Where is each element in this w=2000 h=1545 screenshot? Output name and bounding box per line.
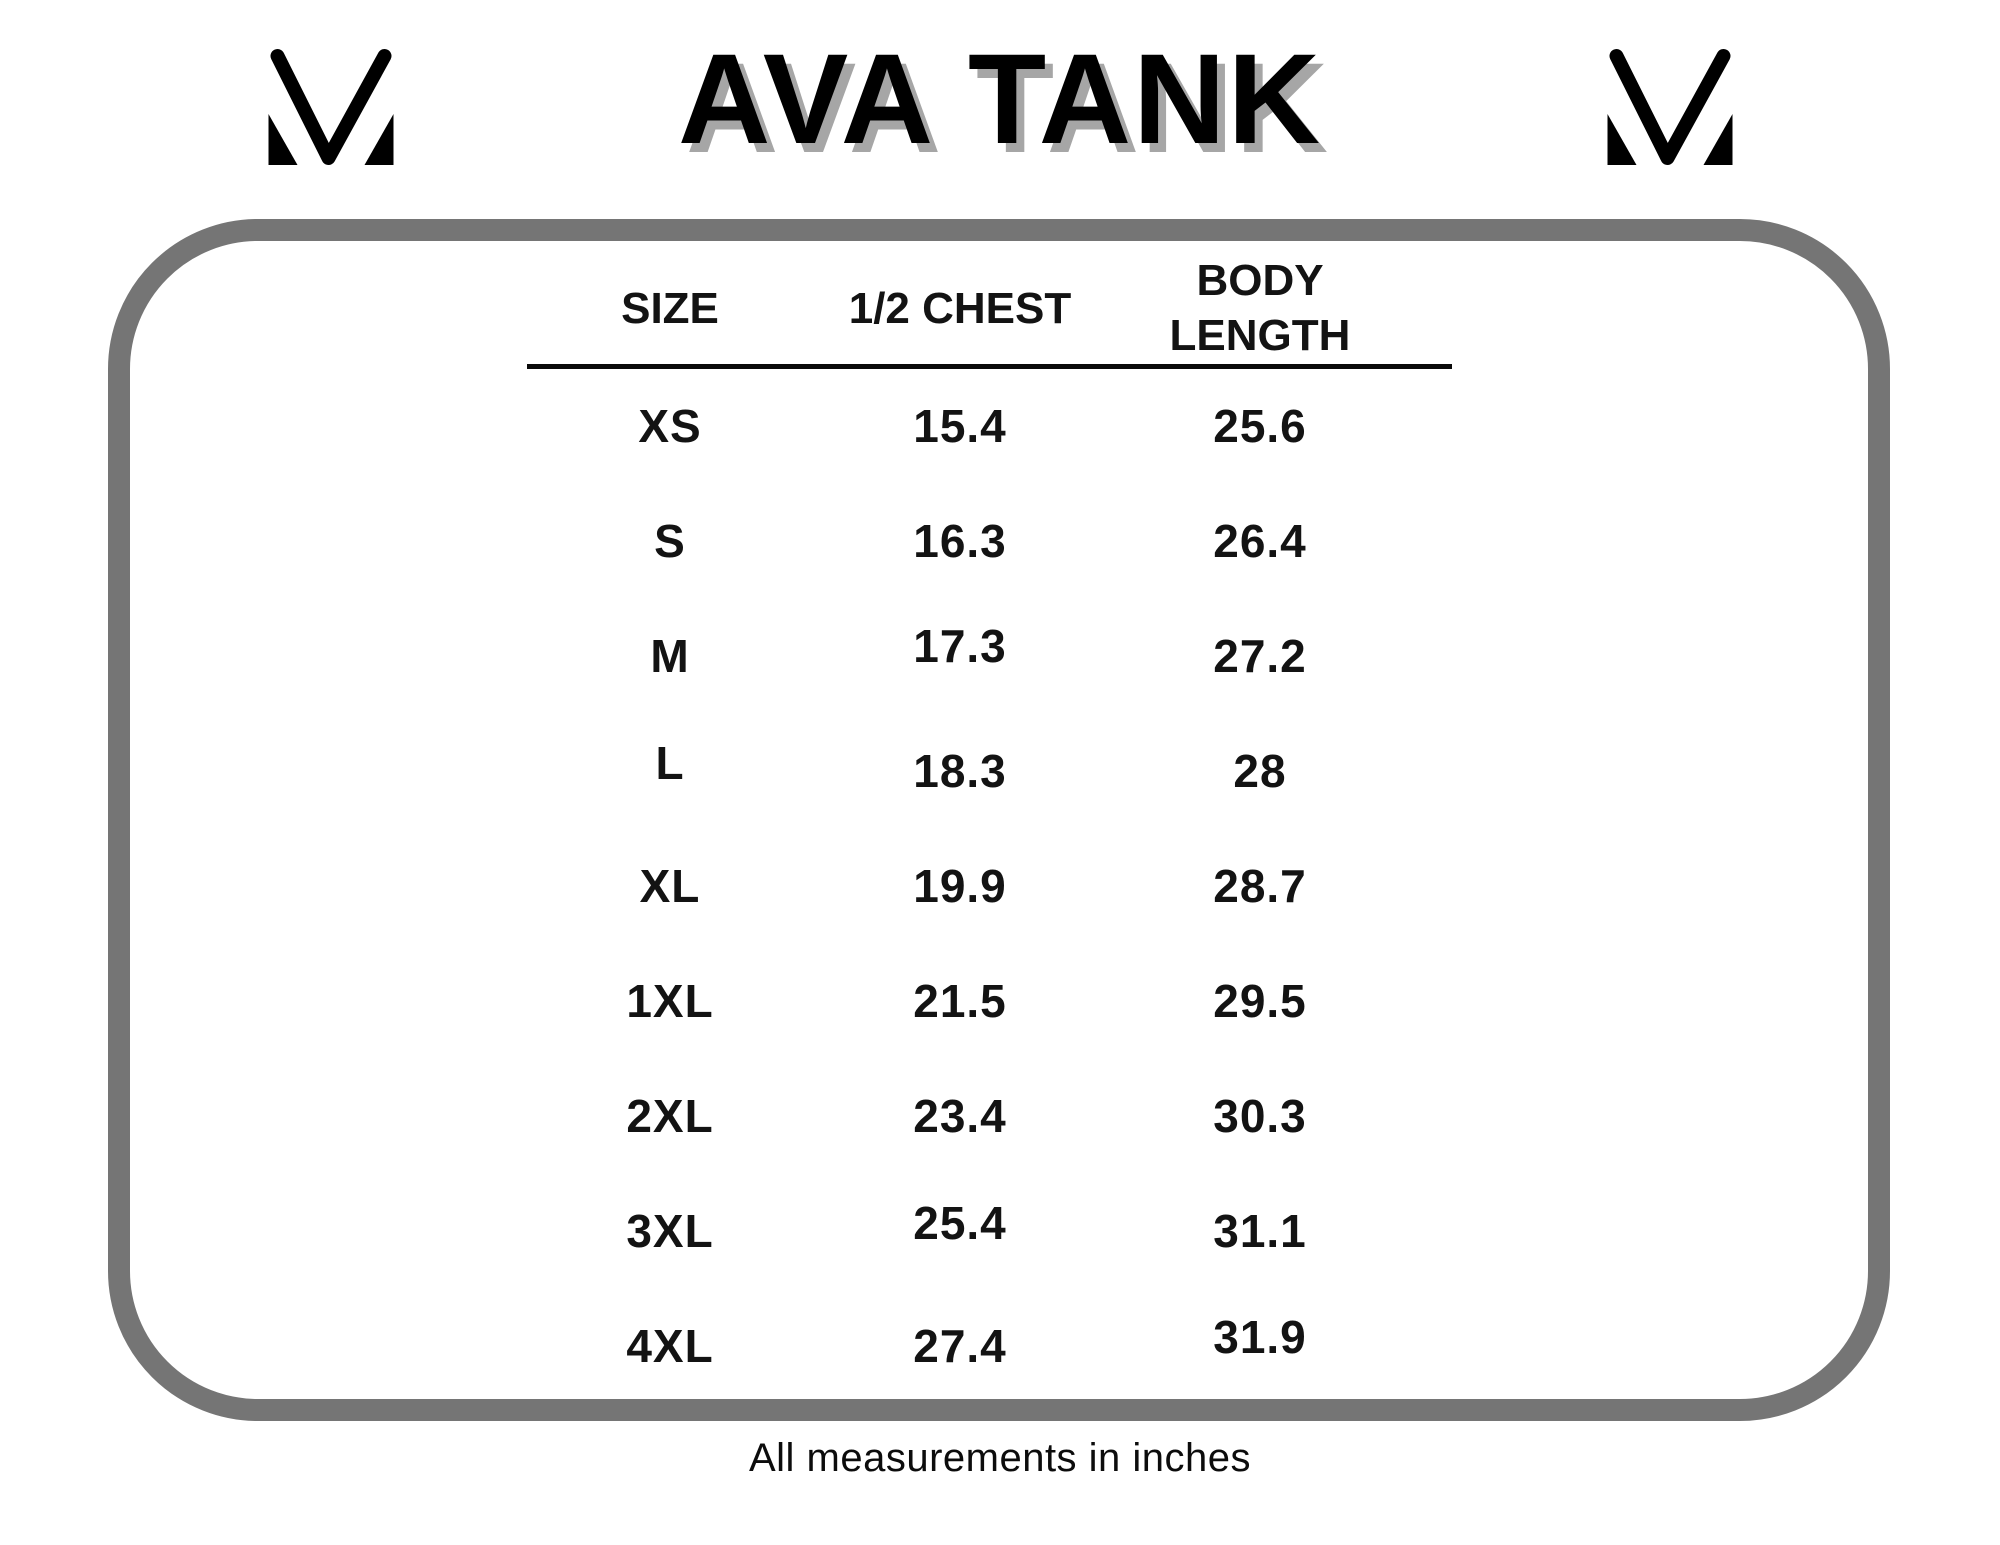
cell-body-length: 25.6: [1213, 399, 1307, 452]
size-row-s: S 16.3 26.4: [525, 483, 1415, 598]
cell-size: 2XL: [626, 1089, 714, 1142]
size-row-1xl: 1XL 21.5 29.5: [525, 943, 1415, 1058]
cell-body-length: 29.5: [1213, 974, 1307, 1027]
size-chart-frame: [108, 219, 1890, 1421]
cell-body-length: 28: [1233, 744, 1287, 797]
size-table-body: XS 15.4 25.6 S 16.3 26.4 M 17.3 27.2 L 1…: [525, 368, 1415, 1403]
cell-size: 1XL: [626, 974, 714, 1027]
header-half-chest: 1/2 CHEST: [848, 283, 1072, 333]
measurements-note: All measurements in inches: [748, 1436, 1252, 1480]
cell-half-chest: 25.4: [913, 1196, 1007, 1249]
size-row-xl: XL 19.9 28.7: [525, 828, 1415, 943]
cell-half-chest: 15.4: [913, 399, 1007, 452]
cell-size: XL: [639, 859, 701, 912]
mv-monogram-icon: [1607, 49, 1733, 165]
header-body-length: BODY LENGTH: [1169, 256, 1351, 360]
size-row-m: M 17.3 27.2: [525, 598, 1415, 713]
cell-body-length: 31.1: [1213, 1204, 1307, 1257]
cell-size: 3XL: [626, 1204, 714, 1257]
cell-body-length: 27.2: [1213, 629, 1307, 682]
cell-body-length: 28.7: [1213, 859, 1307, 912]
cell-body-length: 31.9: [1213, 1310, 1307, 1363]
cell-size: XS: [638, 399, 702, 452]
cell-half-chest: 18.3: [913, 744, 1007, 797]
mv-monogram-icon: [268, 49, 394, 165]
cell-body-length: 26.4: [1213, 514, 1307, 567]
cell-half-chest: 27.4: [913, 1319, 1007, 1372]
size-row-xs: XS 15.4 25.6: [525, 368, 1415, 483]
cell-half-chest: 19.9: [913, 859, 1007, 912]
cell-half-chest: 23.4: [913, 1089, 1007, 1142]
size-table-header: SIZE 1/2 CHEST BODY LENGTH: [525, 252, 1415, 364]
cell-size: M: [650, 629, 690, 682]
size-row-l: L 18.3 28: [525, 713, 1415, 828]
cell-size: S: [654, 514, 686, 567]
cell-size: 4XL: [626, 1319, 714, 1372]
cell-size: L: [655, 736, 685, 789]
size-row-4xl: 4XL 27.4 31.9: [525, 1288, 1415, 1403]
size-row-2xl: 2XL 23.4 30.3: [525, 1058, 1415, 1173]
brand-logo-right: [1607, 48, 1733, 166]
cell-half-chest: 21.5: [913, 974, 1007, 1027]
header-size: SIZE: [621, 283, 719, 333]
size-row-3xl: 3XL 25.4 31.1: [525, 1173, 1415, 1288]
header-underline: [527, 364, 1452, 369]
cell-body-length: 30.3: [1213, 1089, 1307, 1142]
brand-logo-left: [268, 48, 394, 166]
cell-half-chest: 17.3: [913, 619, 1007, 672]
cell-half-chest: 16.3: [913, 514, 1007, 567]
page-title: AVA TANK: [677, 28, 1323, 171]
